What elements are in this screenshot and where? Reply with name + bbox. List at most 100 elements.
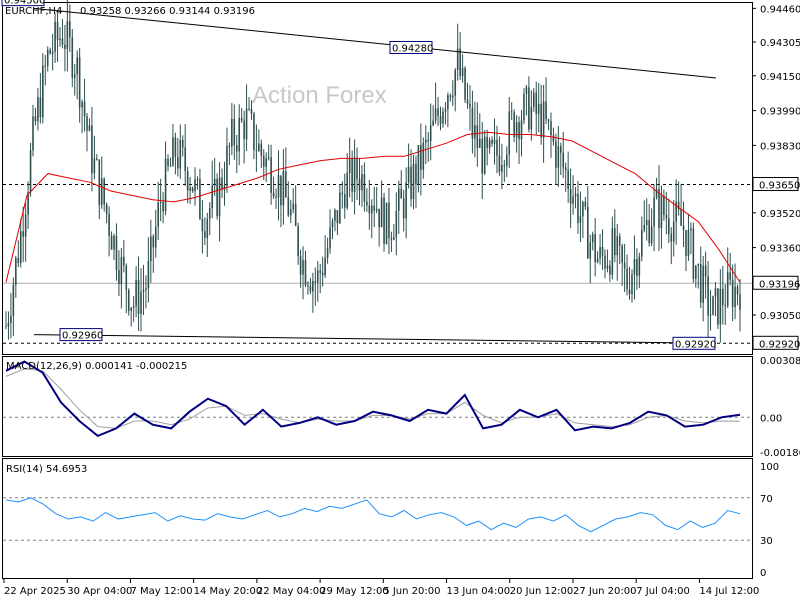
candle-body bbox=[447, 95, 449, 110]
candle-body bbox=[127, 290, 130, 311]
candle-body bbox=[108, 213, 110, 236]
candle-body bbox=[623, 262, 626, 269]
candle-body bbox=[461, 67, 464, 77]
candle-body bbox=[233, 118, 236, 146]
candle-body bbox=[532, 92, 535, 107]
candle-body bbox=[167, 158, 169, 167]
candle-body bbox=[577, 193, 579, 223]
candle-body bbox=[292, 203, 295, 210]
candle-body bbox=[78, 57, 81, 108]
macd-indicator: 0.003081 0.00 -0.001868 bbox=[3, 356, 800, 459]
time-tick-label: 14 Jul 12:00 bbox=[699, 586, 759, 597]
candle-body bbox=[34, 116, 37, 122]
candle-body bbox=[201, 219, 204, 232]
candle-body bbox=[591, 234, 594, 243]
candle-body bbox=[510, 111, 513, 113]
candle-body bbox=[42, 65, 44, 118]
candle-body bbox=[289, 209, 292, 216]
candle-body bbox=[380, 197, 383, 228]
candle-body bbox=[633, 259, 636, 275]
candle-body bbox=[454, 70, 457, 96]
candle-body bbox=[606, 265, 609, 269]
candle-body bbox=[238, 118, 241, 152]
candle-body bbox=[424, 139, 427, 143]
price-y-tick-label: 0.93050 bbox=[760, 311, 800, 322]
candle-body bbox=[169, 165, 172, 167]
chart-ohlc: 0.93258 0.93266 0.93144 0.93196 bbox=[80, 6, 255, 17]
candle-body bbox=[140, 291, 142, 314]
candle-body bbox=[179, 139, 182, 169]
macd-y-tick-label: 0.003081 bbox=[760, 356, 800, 367]
candle-body bbox=[429, 125, 432, 141]
candle-body bbox=[562, 152, 565, 168]
candle-body bbox=[680, 209, 682, 226]
candle-body bbox=[464, 67, 466, 100]
candle-body bbox=[319, 270, 322, 273]
candle-body bbox=[724, 305, 727, 307]
candle-body bbox=[599, 246, 601, 259]
rsi-line bbox=[5, 497, 741, 533]
candle-body bbox=[245, 108, 248, 140]
candle-body bbox=[272, 192, 275, 197]
annotation-box bbox=[1, 0, 45, 7]
candle-body bbox=[275, 196, 277, 198]
candle-body bbox=[135, 279, 137, 307]
watermark: Action Forex bbox=[252, 82, 387, 109]
candle-body bbox=[157, 202, 160, 227]
candle-body bbox=[540, 103, 542, 138]
candle-body bbox=[552, 135, 555, 142]
candle-body bbox=[228, 146, 231, 148]
price-y-tick-label: 0.94460 bbox=[760, 4, 800, 15]
candle-body bbox=[739, 294, 741, 311]
candle-body bbox=[685, 229, 687, 256]
candle-body bbox=[397, 188, 400, 211]
price-levels: 0.93650 0.93196 0.92920 bbox=[3, 177, 800, 350]
candle-body bbox=[525, 87, 528, 94]
candle-body bbox=[523, 93, 525, 121]
candle-body bbox=[559, 146, 562, 153]
candle-body bbox=[17, 257, 20, 263]
candle-body bbox=[235, 145, 238, 152]
candle-body bbox=[670, 233, 673, 242]
candle-body bbox=[486, 136, 488, 149]
candle-body bbox=[206, 218, 209, 238]
rsi-title: RSI(14) 54.6953 bbox=[6, 464, 87, 475]
candle-body bbox=[388, 202, 390, 239]
annotation-label: 0.92960 bbox=[62, 331, 103, 342]
candle-body bbox=[434, 108, 437, 121]
macd-y-tick-label: -0.001868 bbox=[760, 448, 800, 459]
candle-body bbox=[280, 175, 282, 206]
candle-body bbox=[339, 192, 341, 224]
time-tick-label: 7 May 12:00 bbox=[130, 586, 192, 597]
price-y-tick-label: 0.93990 bbox=[760, 107, 800, 118]
candle-body bbox=[356, 157, 358, 180]
candle-body bbox=[123, 256, 125, 266]
time-tick-label: 13 Jun 04:00 bbox=[447, 586, 511, 597]
candle-body bbox=[174, 137, 177, 158]
candle-body bbox=[100, 178, 103, 206]
time-tick-label: 7 Jul 04:00 bbox=[636, 586, 690, 597]
candle-body bbox=[707, 276, 709, 316]
candle-body bbox=[567, 169, 569, 189]
candle-body bbox=[420, 145, 422, 170]
candle-body bbox=[86, 116, 88, 131]
candle-body bbox=[439, 116, 442, 124]
annotation-box bbox=[59, 328, 103, 342]
candle-body bbox=[535, 92, 538, 115]
rsi-indicator: 100 70 30 0 bbox=[3, 462, 779, 579]
candle-body bbox=[358, 179, 361, 191]
candle-body bbox=[5, 325, 7, 327]
candle-body bbox=[162, 201, 164, 212]
candle-body bbox=[474, 125, 476, 139]
candle-body bbox=[498, 155, 501, 172]
candle-body bbox=[547, 119, 550, 122]
candle-body bbox=[216, 178, 218, 217]
candle-body bbox=[476, 125, 479, 148]
candle-body bbox=[677, 201, 680, 210]
rsi-y-tick-label: 100 bbox=[760, 462, 779, 473]
trendline bbox=[33, 334, 717, 344]
candle-body bbox=[412, 163, 415, 200]
candle-body bbox=[572, 196, 574, 204]
candle-body bbox=[32, 116, 34, 151]
candle-body bbox=[736, 286, 739, 295]
